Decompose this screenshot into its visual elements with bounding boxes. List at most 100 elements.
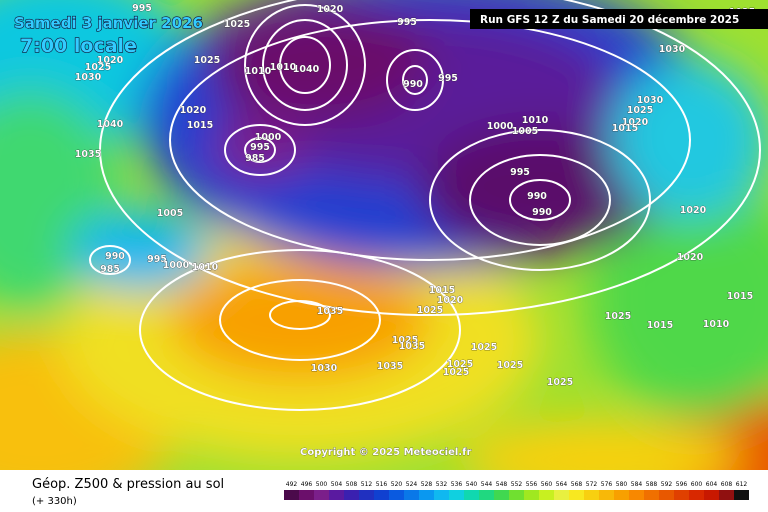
legend-label: 596: [676, 481, 688, 488]
legend-label: 504: [331, 481, 343, 488]
legend-swatch: [629, 490, 644, 500]
legend-label: 584: [631, 481, 643, 488]
field-blob: [170, 260, 430, 380]
isobar: [469, 154, 611, 246]
legend-swatch: [479, 490, 494, 500]
legend-swatch: [494, 490, 509, 500]
isobar-label: 1015: [429, 285, 455, 296]
legend-label: 600: [691, 481, 703, 488]
legend-swatch: [374, 490, 389, 500]
isobar-label: 990: [527, 191, 547, 202]
legend-label: 524: [406, 481, 418, 488]
legend-swatch: [644, 490, 659, 500]
isobar-label: 985: [100, 264, 120, 275]
isobar-label: 1035: [377, 361, 403, 372]
isobar-label: 1010: [522, 115, 549, 126]
legend-swatch: [689, 490, 704, 500]
legend-swatch: [344, 490, 359, 500]
isobar-label: 985: [245, 153, 265, 164]
isobar-labels: 9951025102099510251030102510201025103010…: [74, 3, 755, 389]
legend-swatch: [419, 490, 434, 500]
legend-label: 492: [286, 481, 298, 488]
legend-swatch: [614, 490, 629, 500]
legend-label: 556: [526, 481, 538, 488]
isobar-label: 1020: [677, 252, 704, 263]
legend-label: 604: [706, 481, 718, 488]
isobar-label: 1025: [627, 105, 653, 116]
isobar: [402, 65, 428, 95]
legend-swatch: [299, 490, 314, 500]
legend-label: 540: [466, 481, 478, 488]
legend-label: 608: [721, 481, 733, 488]
isobar-label: 1030: [75, 72, 102, 83]
isobar-label: 990: [532, 207, 552, 218]
legend-swatch: [524, 490, 539, 500]
isobar-label: 1010: [192, 262, 219, 273]
isobar: [244, 137, 276, 163]
isobar-label: 1020: [317, 4, 344, 15]
legend-swatch: [719, 490, 734, 500]
field-blob: [70, 210, 210, 290]
isobar-label: 1010: [703, 319, 730, 330]
isobar-label: 1035: [399, 341, 425, 352]
isobar-label: 990: [403, 79, 423, 90]
legend-swatch: [674, 490, 689, 500]
legend-label: 612: [736, 481, 748, 488]
legend-swatch: [314, 490, 329, 500]
isobar: [139, 249, 461, 411]
run-box: [470, 9, 768, 29]
legend-swatch: [704, 490, 719, 500]
legend-swatch: [329, 490, 344, 500]
isobar-label: 995: [132, 3, 152, 14]
isobar-label: 1005: [512, 126, 538, 137]
isobar-label: 1010: [270, 62, 297, 73]
isobar-label: 1025: [417, 305, 443, 316]
legend-label: 512: [361, 481, 373, 488]
isobar-label: 1015: [612, 123, 638, 134]
isobar-label: 1030: [659, 44, 686, 55]
isobar-label: 1040: [293, 64, 320, 75]
isobar-label: 1020: [180, 105, 207, 116]
isobar: [244, 4, 366, 126]
legend-swatch: [599, 490, 614, 500]
isobar-label: 995: [147, 254, 167, 265]
legend-swatch: [404, 490, 419, 500]
isobar: [279, 36, 331, 94]
isobar-label: 1020: [97, 55, 124, 66]
legend-swatch: [509, 490, 524, 500]
legend-label: 580: [616, 481, 628, 488]
isobars: [89, 0, 761, 411]
isobar-label: 995: [438, 73, 458, 84]
legend-swatch: [554, 490, 569, 500]
legend-label: 548: [496, 481, 508, 488]
legend-label: 516: [376, 481, 388, 488]
field-blob: [590, 180, 768, 420]
forecast-date: Samedi 3 janvier 2026: [14, 14, 203, 32]
isobar: [429, 129, 651, 271]
legend-label: 568: [571, 481, 583, 488]
legend-label: 560: [541, 481, 553, 488]
legend: 492 496 500 504 508 512 516 520 524 528 532 536 540 5…: [284, 481, 749, 500]
isobar-label: 995: [397, 17, 417, 28]
isobar-label: 1025: [392, 335, 418, 346]
isobar-label: 1025: [471, 342, 497, 353]
isobar-label: 1020: [437, 295, 464, 306]
legend-label: 552: [511, 481, 523, 488]
run-info: Run GFS 12 Z du Samedi 20 décembre 2025: [480, 14, 739, 26]
legend-swatch: [464, 490, 479, 500]
isobar-label: 1035: [75, 149, 101, 160]
isobar-label: 1025: [497, 360, 523, 371]
isobar-label: 1040: [97, 119, 124, 130]
isobar: [224, 124, 296, 176]
legend-swatch: [569, 490, 584, 500]
isobar-label: 995: [250, 142, 270, 153]
legend-swatch: [449, 490, 464, 500]
isobar-label: 1020: [622, 117, 649, 128]
isobar-label: 1025: [194, 55, 220, 66]
legend-swatch: [359, 490, 374, 500]
isobar: [262, 19, 348, 111]
isobar-label: 1025: [447, 359, 473, 370]
field-blob: [210, 120, 310, 180]
